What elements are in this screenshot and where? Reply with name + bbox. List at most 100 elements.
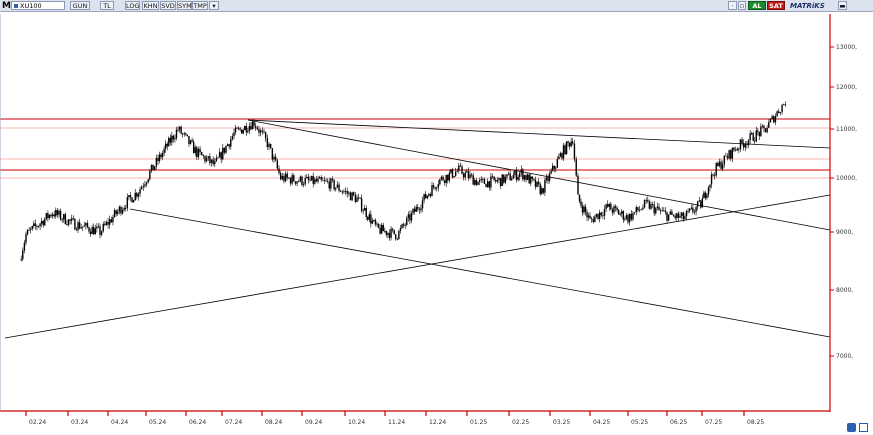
candle-body (37, 226, 40, 227)
price-chart[interactable]: 13000,12000,11000,10000,9000,8000,7000, … (0, 12, 873, 435)
candle-body (142, 186, 144, 188)
symbol-selector[interactable]: XU100 (11, 1, 65, 10)
candle-body (64, 214, 67, 225)
x-tick-label: 10.24 (348, 419, 365, 426)
candle-body (261, 130, 264, 132)
candle-body (627, 215, 629, 223)
candle-body (174, 138, 176, 140)
candle-body (373, 220, 375, 221)
candle-body (553, 165, 555, 169)
candle-body (230, 139, 232, 147)
candle-body (602, 215, 604, 217)
candle-body (754, 140, 756, 142)
candle-body (264, 132, 267, 139)
buy-button[interactable]: AL (748, 1, 766, 10)
kahin-button[interactable]: KHN (142, 1, 159, 10)
candle-body (564, 145, 566, 155)
candle-body (718, 161, 721, 166)
candle-body (105, 221, 108, 225)
settings-icon[interactable]: · (728, 1, 737, 10)
lock-icon[interactable]: ▫ (738, 1, 746, 10)
candle-body (23, 242, 26, 251)
candle-body (85, 223, 87, 226)
candle-body (129, 195, 132, 198)
candle-body (706, 194, 708, 198)
sell-button[interactable]: SAT (767, 1, 785, 10)
candle-body (385, 230, 388, 235)
x-tick-label: 04.24 (111, 419, 128, 426)
candle-body (196, 147, 198, 158)
candle-body (50, 214, 52, 217)
candle-body (681, 212, 683, 216)
candle-body (168, 137, 170, 147)
minimize-icon[interactable]: ▬ (838, 1, 847, 10)
candle-body (472, 175, 474, 185)
candle-body (755, 130, 757, 142)
candle-body (312, 175, 314, 184)
period-button[interactable]: GUN (70, 1, 90, 10)
candle-body (589, 215, 591, 219)
axes (0, 14, 873, 435)
candle-body (344, 190, 347, 192)
candle-body (650, 204, 652, 209)
candle-body (152, 164, 154, 170)
candle-body (725, 155, 727, 157)
candle-body (180, 126, 182, 134)
candle-body (107, 221, 109, 225)
candle-body (74, 218, 76, 230)
candle-body (570, 141, 572, 147)
candle-body (149, 171, 151, 180)
candle-body (504, 176, 507, 183)
sym-button[interactable]: SYM (177, 1, 192, 10)
x-tick-label: 01.25 (470, 419, 487, 426)
candle-body (707, 187, 710, 195)
candle-body (447, 174, 449, 181)
candle-body (431, 185, 433, 197)
candle-body (380, 224, 383, 234)
candle-body (137, 193, 140, 197)
candle-body (635, 207, 637, 213)
candle-body (97, 226, 100, 228)
candle-body (304, 178, 306, 185)
candle-body (674, 215, 676, 219)
candle-body (522, 169, 524, 180)
candle-body (341, 191, 343, 193)
candle-body (760, 126, 762, 137)
candle-body (421, 200, 424, 209)
candle-body (28, 229, 30, 231)
candle-body (349, 192, 352, 201)
candle-body (571, 141, 574, 144)
candle-body (642, 207, 644, 210)
candle-body (112, 217, 114, 223)
zoom-icon[interactable] (859, 423, 868, 432)
candle-body (215, 158, 218, 162)
candle-body (774, 116, 777, 123)
candle-body (466, 171, 468, 173)
candle-body (783, 104, 785, 106)
candle-body (763, 125, 765, 129)
candle-body (506, 174, 508, 177)
candle-body (367, 217, 369, 220)
candle-body (488, 181, 490, 188)
candle-body (607, 204, 609, 207)
candle-body (404, 225, 406, 226)
refresh-icon[interactable] (847, 423, 856, 432)
candle-body (296, 181, 298, 184)
template-dropdown-icon[interactable]: ▾ (209, 1, 219, 10)
candle-body (228, 144, 230, 147)
x-tick-label: 05.25 (631, 419, 648, 426)
svd-button[interactable]: SVD (160, 1, 176, 10)
log-scale-button[interactable]: LOG (125, 1, 140, 10)
candle-body (134, 192, 136, 201)
candle-body (226, 144, 229, 146)
template-button[interactable]: TMP (192, 1, 208, 10)
x-tick-label: 07.24 (225, 419, 242, 426)
candle-body (547, 177, 549, 181)
candle-body (34, 223, 37, 226)
candle-body (406, 217, 408, 226)
candle-body (39, 223, 41, 227)
candle-body (189, 140, 192, 144)
currency-button[interactable]: TL (100, 1, 114, 10)
candle-body (461, 166, 463, 174)
candle-body (96, 226, 98, 229)
